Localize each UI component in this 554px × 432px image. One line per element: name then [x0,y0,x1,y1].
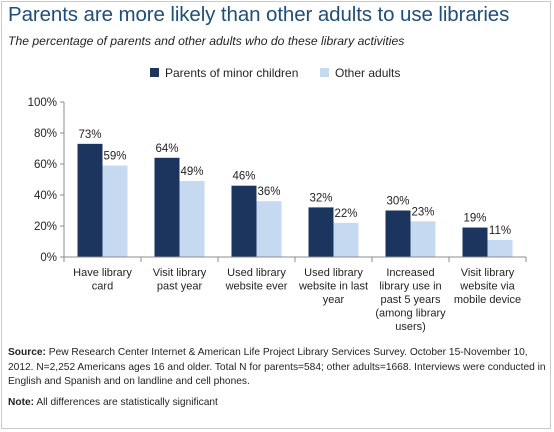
data-label: 32% [309,192,332,204]
x-tick-label-line: mobile device [454,294,521,306]
data-label: 23% [411,206,434,218]
x-tick-label: Have library card [73,267,132,293]
data-label: 30% [386,196,409,208]
source-label: Source: [8,347,46,358]
x-tick-label: Used library website ever [225,267,288,293]
x-tick-label-line: Visit library [153,267,207,279]
x-tick-label-line: library use in [379,281,441,293]
y-tick-label: 20% [34,221,57,233]
note-label: Note: [8,396,35,408]
x-tick-label: Visit library website via mobile device [454,267,521,306]
x-tick-label-line: users) [395,321,426,333]
x-axis: Have library card Visit library past year Us… [63,256,527,333]
legend-swatch [150,68,159,77]
bar [231,185,257,257]
x-tick-label-line: website in last [298,281,368,293]
data-label: 49% [180,166,203,178]
source-text: Pew Research Center Internet & American … [8,347,546,387]
x-tick-label-line: Used library [227,267,286,279]
x-tick-label: Visit library past year [153,267,207,293]
chart-legend: Parents of minor children Other adults [150,66,400,80]
data-label: 73% [78,129,101,141]
data-label: 46% [232,171,255,183]
data-label: 36% [257,186,280,198]
data-label: 64% [155,143,178,155]
y-tick-label: 40% [34,190,57,202]
y-tick-label: 80% [34,128,57,140]
legend-label: Other adults [335,66,400,80]
bars: 73%59% 64%49% 46%36% 32%22% 30%23% 19%11% [77,129,513,257]
y-tick-label: 100% [28,97,57,109]
bar [77,143,103,257]
x-tick-label-line: Increased [386,267,434,279]
x-tick-label-line: card [92,281,113,293]
x-tick-label-line: year [323,294,345,306]
bar [256,201,282,257]
x-tick-label-line: Used library [304,267,363,279]
x-tick-label-line: past year [157,281,203,293]
x-tick-label-line: Have library [73,267,132,279]
page-title: Parents are more likely than other adult… [8,3,510,26]
legend-swatch [320,68,329,77]
x-tick-label: Increased library use in past 5 years (amon… [375,267,446,333]
bar [410,221,436,257]
bar [154,157,180,257]
x-tick-label-line: website ever [225,281,288,293]
bar [462,227,488,257]
y-tick-label: 0% [40,252,57,264]
x-tick-label-line: (among library [375,308,446,320]
bar-chart: Parents of minor children Other adults 0%… [28,66,527,333]
data-label: 19% [463,213,486,225]
legend-label: Parents of minor children [165,66,298,80]
bar [487,239,513,257]
y-tick-label: 60% [34,159,57,171]
bar [102,165,128,257]
data-label: 11% [489,225,511,237]
x-tick-label-line: Visit library [461,267,515,279]
bar [333,222,359,257]
page-subtitle: The percentage of parents and other adul… [8,34,405,48]
note-text: All differences are statistically signif… [36,396,218,408]
data-label: 59% [103,151,126,163]
x-tick-label-line: website via [459,281,515,293]
bar [308,207,334,257]
bar [179,181,205,257]
data-label: 22% [334,208,357,220]
significance-note: Note: All differences are statistically … [8,396,546,411]
x-tick-label: Used library website in last year [298,267,368,306]
bar [385,210,411,257]
y-axis: 0% 20% 40% 60% 80% 100% [28,97,65,264]
x-tick-label-line: past 5 years [381,294,441,306]
source-note: Source: Pew Research Center Internet & A… [8,346,546,390]
chart-notes: Source: Pew Research Center Internet & A… [8,346,546,410]
